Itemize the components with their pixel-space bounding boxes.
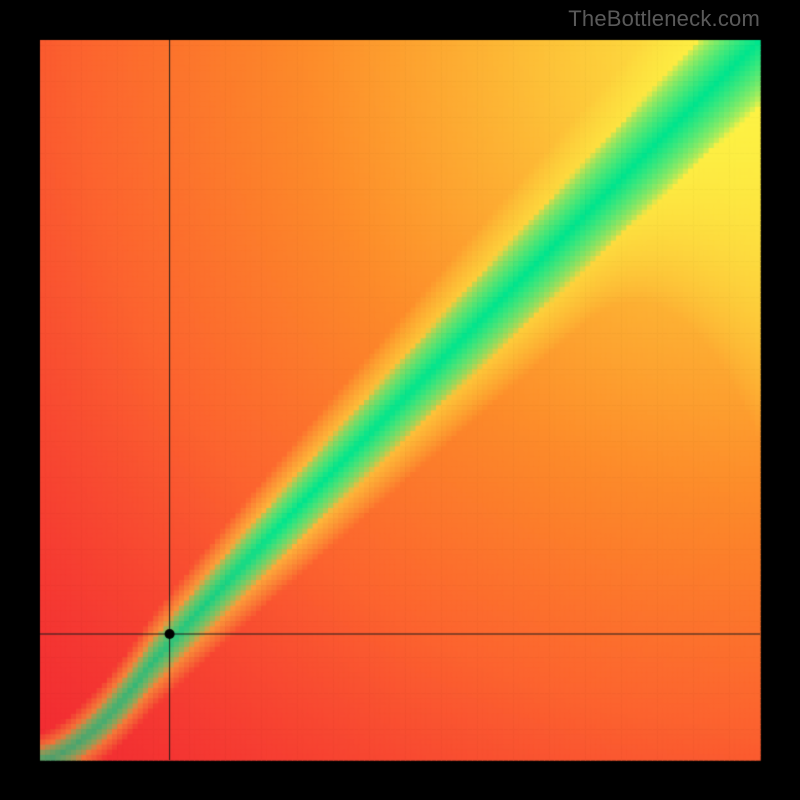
watermark-text: TheBottleneck.com xyxy=(568,6,760,32)
bottleneck-heatmap xyxy=(0,0,800,800)
chart-container: TheBottleneck.com xyxy=(0,0,800,800)
